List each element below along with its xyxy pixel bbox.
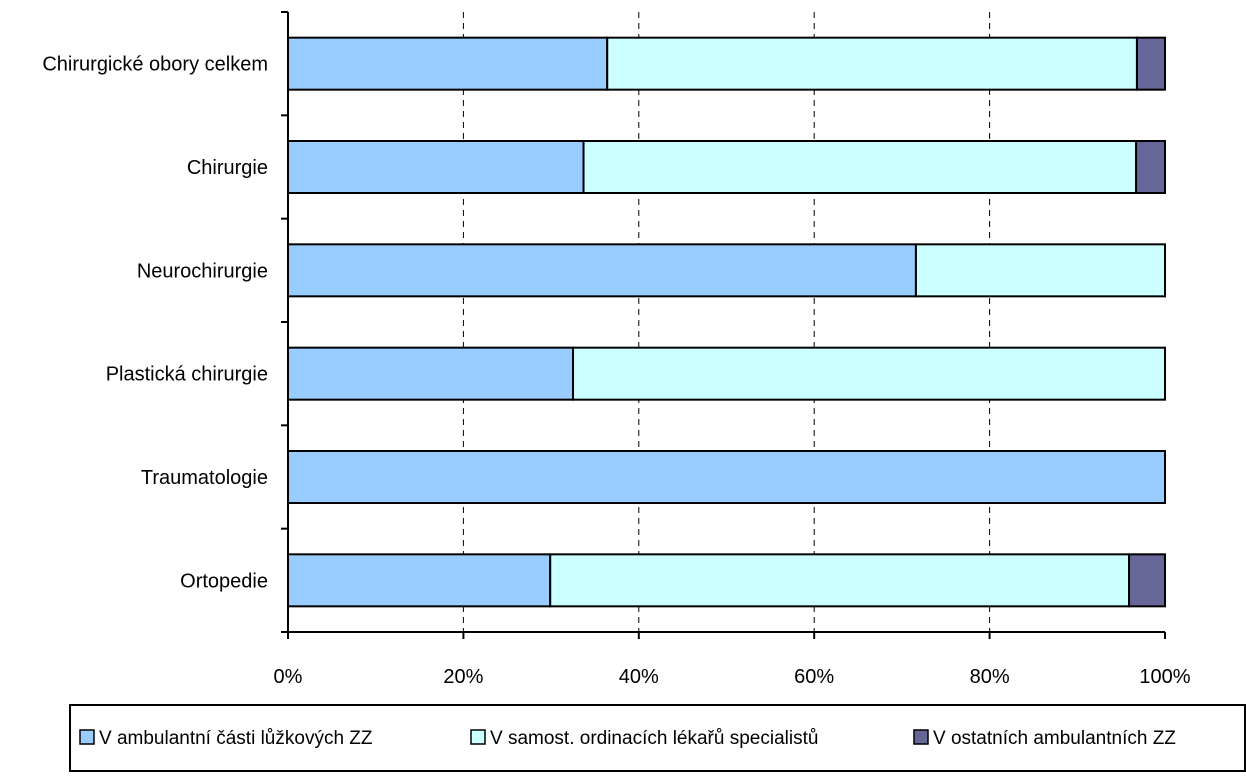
bar-segment (287, 140, 585, 194)
axes (281, 11, 1166, 639)
bar-segment (287, 346, 575, 401)
legend-swatch (79, 729, 95, 745)
category-label: Plastická chirurgie (106, 364, 268, 386)
category-label: Traumatologie (141, 467, 268, 489)
category-label: Neurochirurgie (137, 260, 268, 282)
bar-segment (606, 36, 1138, 91)
bar-segment (1135, 36, 1167, 91)
bar-segment (549, 553, 1131, 608)
bar-segment (914, 243, 1166, 298)
x-tick-labels: 0% 20% 40% 60% 80% 100% (274, 666, 1191, 688)
category-label: Chirurgické obory celkem (42, 54, 268, 76)
legend-label: V ostatních ambulantních ZZ (933, 728, 1176, 749)
legend-box (69, 704, 1246, 772)
bar-segment (287, 243, 917, 298)
legend-label: V samost. ordinacích lékařů specialistů (490, 728, 818, 749)
legend: V ambulantní části lůžkových ZZ V samost.… (69, 704, 1246, 772)
bar-segment (572, 346, 1166, 401)
x-tick-label: 100% (1139, 666, 1190, 688)
bar-segment (287, 36, 609, 91)
gridlines (462, 12, 991, 632)
x-tick-label: 0% (274, 666, 303, 688)
bar-segment (1128, 553, 1166, 608)
legend-swatch (470, 729, 486, 745)
category-label: Chirurgie (187, 157, 268, 179)
bars (287, 36, 1167, 608)
bar-segment (582, 140, 1138, 194)
legend-label: V ambulantní části lůžkových ZZ (99, 728, 373, 749)
bar-segment (1135, 140, 1166, 194)
legend-swatch (913, 729, 929, 745)
bar-segment (287, 553, 552, 608)
x-tick-label: 20% (443, 666, 483, 688)
category-label: Ortopedie (180, 570, 268, 592)
x-tick-label: 60% (794, 666, 834, 688)
bar-segment (287, 450, 1166, 504)
category-labels: Chirurgické obory celkem Chirurgie Neuroch… (42, 54, 268, 593)
x-tick-label: 80% (970, 666, 1010, 688)
x-tick-label: 40% (619, 666, 659, 688)
